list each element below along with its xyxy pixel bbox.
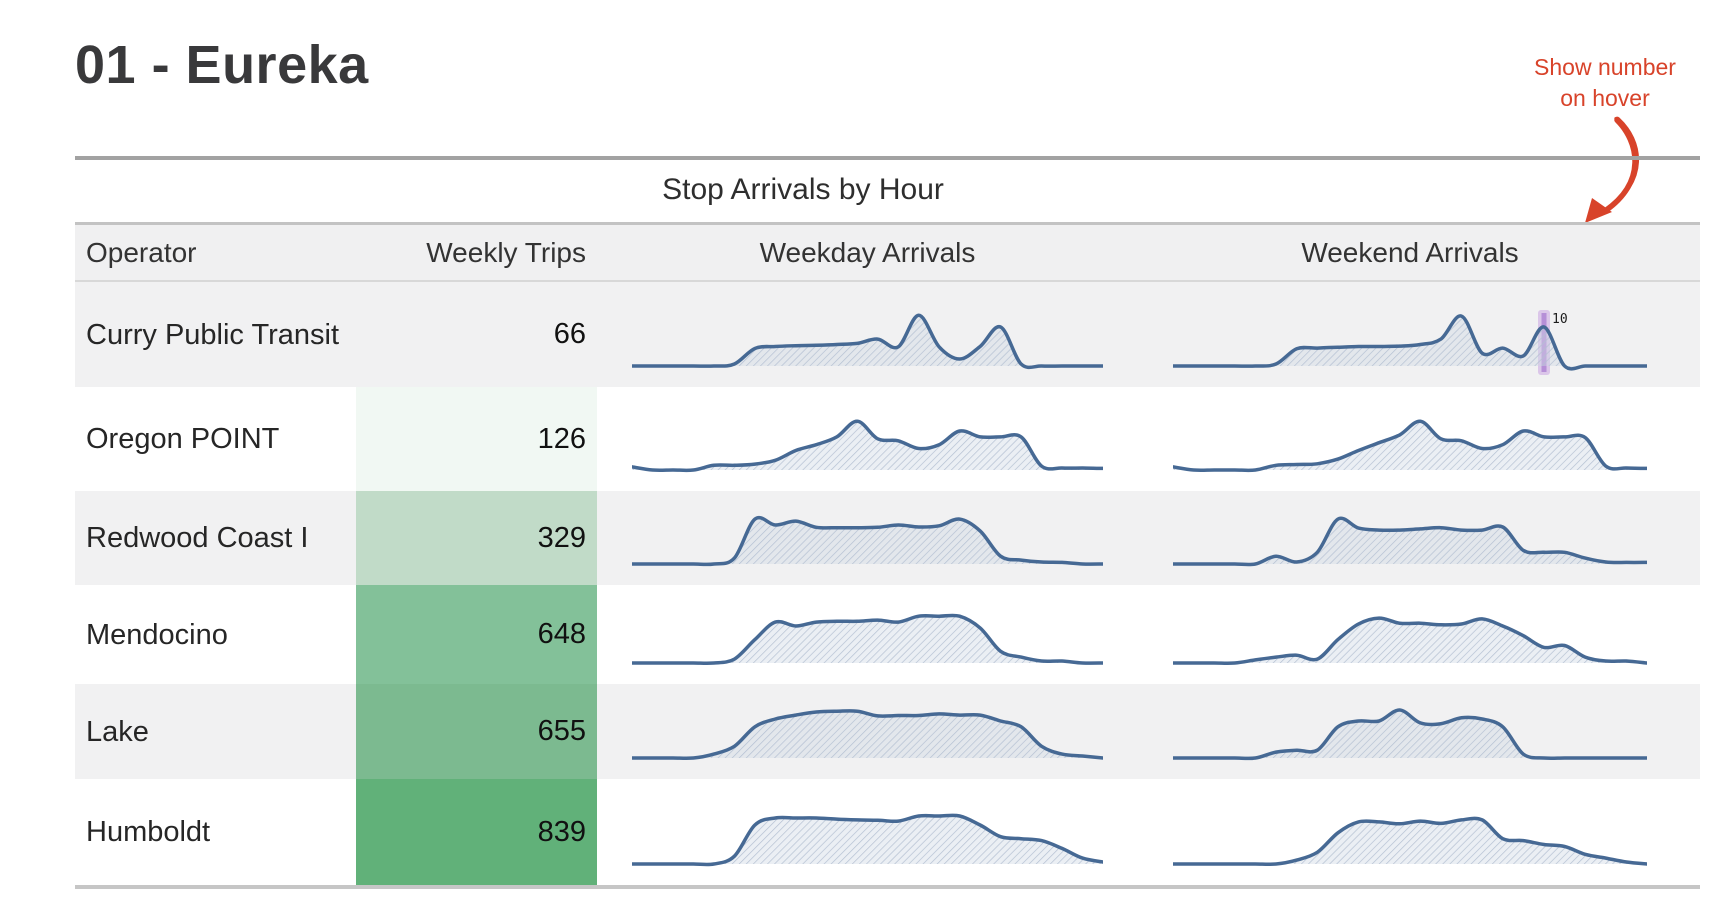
weekly-trips-cell: 839	[356, 779, 597, 885]
operator-cell: Humboldt	[86, 816, 211, 848]
hover-value-label: 10	[1552, 312, 1568, 327]
operator-cell: Lake	[86, 715, 149, 748]
table-row: Oregon POINT 126	[75, 387, 1700, 491]
table-bottom-border	[75, 885, 1700, 889]
operator-cell: Oregon POINT	[86, 423, 280, 455]
weekend-sparkline[interactable]	[1173, 414, 1647, 484]
weekly-trips-cell: 329	[356, 491, 597, 585]
table-row: Lake 655	[75, 684, 1700, 779]
column-header-weekly-trips: Weekly Trips	[426, 236, 586, 268]
operator-cell: Curry Public Transit	[86, 318, 340, 351]
weekday-sparkline[interactable]	[632, 310, 1103, 380]
weekend-sparkline[interactable]	[1173, 808, 1647, 878]
page-title: 01 - Eureka	[75, 35, 369, 95]
weekly-trips-cell: 126	[356, 387, 597, 491]
table-row: Curry Public Transit 66 10	[75, 282, 1700, 387]
arrivals-table: Stop Arrivals by Hour Operator Weekly Tr…	[75, 156, 1700, 889]
operator-cell: Redwood Coast I	[86, 522, 309, 554]
weekday-sparkline[interactable]	[632, 508, 1103, 578]
weekend-sparkline[interactable]	[1173, 508, 1647, 578]
weekday-sparkline[interactable]	[632, 414, 1103, 484]
table-caption: Stop Arrivals by Hour	[662, 173, 944, 206]
weekend-sparkline[interactable]: 10	[1173, 310, 1647, 380]
header-separator	[75, 222, 1700, 225]
column-header-weekday-arrivals: Weekday Arrivals	[759, 236, 976, 268]
weekday-sparkline[interactable]	[632, 702, 1103, 772]
hover-annotation-line1: Show number	[1534, 54, 1676, 80]
table-row: Humboldt 839	[75, 779, 1700, 885]
table-top-border	[75, 156, 1700, 160]
hover-annotation: Show number on hover	[1500, 52, 1710, 114]
table-header-row: Operator Weekly Trips Weekday Arrivals W…	[75, 225, 1700, 282]
table-body: Curry Public Transit 66 10 Oregon POINT 12…	[75, 282, 1700, 885]
column-header-weekend-arrivals: Weekend Arrivals	[1301, 236, 1519, 268]
weekend-sparkline[interactable]	[1173, 607, 1647, 677]
weekday-sparkline[interactable]	[632, 607, 1103, 677]
weekend-sparkline[interactable]	[1173, 702, 1647, 772]
weekly-trips-cell: 655	[356, 684, 597, 779]
weekly-trips-cell: 648	[356, 585, 597, 684]
hover-annotation-line2: on hover	[1560, 85, 1650, 111]
table-row: Mendocino 648	[75, 585, 1700, 684]
table-row: Redwood Coast I 329	[75, 491, 1700, 585]
weekly-trips-cell: 66	[553, 318, 586, 350]
annotation-arrow-icon	[1585, 116, 1639, 223]
column-header-operator: Operator	[86, 236, 197, 268]
weekday-sparkline[interactable]	[632, 808, 1103, 878]
operator-cell: Mendocino	[86, 618, 228, 651]
